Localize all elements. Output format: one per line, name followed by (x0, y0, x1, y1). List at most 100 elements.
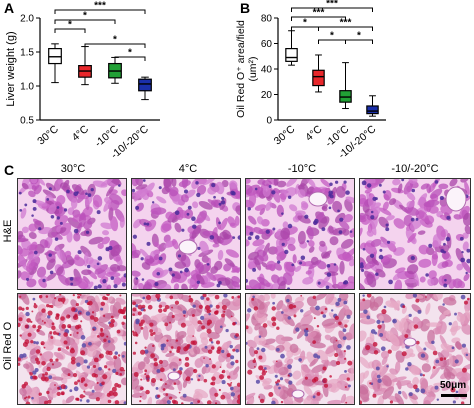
lipid-droplet (47, 310, 53, 316)
lipid-droplet (57, 347, 62, 352)
lipid-droplet (230, 381, 233, 384)
tissue-cell (32, 218, 41, 226)
tissue-cell (46, 361, 62, 369)
lipid-droplet (79, 394, 84, 399)
lipid-droplet (169, 295, 174, 300)
lipid-droplet (33, 304, 38, 309)
tissue-cell (229, 180, 238, 189)
lipid-droplet (413, 384, 418, 390)
tissue-cell (172, 238, 179, 250)
lipid-droplet (44, 400, 49, 404)
tissue-cell (254, 244, 265, 254)
tissue-nucleus (200, 295, 205, 300)
tissue-cell (46, 258, 56, 271)
tissue-cell (456, 371, 470, 382)
tissue-cell (441, 381, 456, 391)
lipid-droplet (132, 330, 135, 333)
significance-label: * (113, 35, 117, 46)
tissue-cell (80, 245, 92, 258)
lipid-droplet (177, 346, 181, 351)
tissue-nucleus (102, 279, 107, 284)
lipid-droplet (144, 346, 147, 349)
lipid-droplet (251, 297, 255, 301)
lipid-droplet (119, 366, 125, 372)
lipid-droplet (377, 324, 382, 329)
tissue-nucleus (59, 221, 63, 225)
tissue-cell (225, 249, 239, 258)
lipid-droplet (231, 296, 235, 299)
lipid-droplet (50, 336, 54, 340)
tissue-nucleus (333, 263, 337, 266)
lipid-droplet (111, 386, 117, 392)
tissue-cell (198, 200, 213, 210)
lipid-droplet (132, 307, 137, 312)
lipid-droplet (99, 332, 105, 337)
tissue-nucleus (182, 310, 187, 314)
lipid-droplet (102, 374, 108, 380)
lipid-droplet (322, 377, 328, 384)
tissue-cell (144, 182, 155, 194)
lipid-droplet (347, 360, 353, 366)
tissue-nucleus (142, 179, 146, 182)
tissue-nucleus (272, 227, 276, 231)
tissue-nucleus (93, 285, 98, 289)
tissue-nucleus (42, 278, 46, 283)
lipid-droplet (18, 357, 21, 362)
tissue-nucleus (277, 260, 281, 264)
y-axis-unit: (um²) (247, 56, 259, 81)
tissue-cell (360, 227, 363, 238)
tissue-cell (246, 313, 251, 323)
lipid-droplet (72, 294, 75, 297)
lipid-droplet (80, 350, 86, 356)
tissue-nucleus (338, 230, 343, 235)
lipid-droplet (204, 305, 211, 311)
lipid-droplet (66, 346, 70, 350)
tissue-nucleus (198, 374, 201, 378)
tissue-cell (19, 387, 27, 396)
tissue-cell (394, 279, 403, 289)
y-tick-label: 80 (261, 14, 273, 25)
tissue-nucleus (76, 362, 81, 367)
tissue-cell (394, 393, 405, 404)
tissue-nucleus (299, 261, 303, 265)
column-header-4c: 4°C (178, 163, 198, 175)
lipid-droplet (49, 331, 53, 335)
tissue-cell (246, 179, 251, 184)
tissue-nucleus (209, 235, 215, 240)
tissue-nucleus (271, 190, 276, 195)
y-tick-label: 1.5 (20, 48, 34, 59)
tissue-nucleus (445, 236, 451, 242)
tissue-cell (308, 239, 315, 247)
tissue-nucleus (255, 379, 260, 384)
tissue-nucleus (337, 343, 342, 349)
tissue-nucleus (218, 280, 222, 285)
tissue-cell (167, 311, 174, 324)
lipid-droplet (44, 371, 48, 376)
y-tick-label: 1.0 (20, 82, 34, 93)
lipid-droplet (137, 311, 142, 316)
tissue-cell (31, 185, 37, 192)
lipid-droplet (101, 381, 105, 386)
tissue-cell (397, 183, 403, 194)
lipid-droplet (74, 313, 78, 317)
lipid-droplet (116, 329, 121, 334)
lipid-droplet (214, 392, 219, 397)
tissue-cell (115, 297, 126, 305)
lipid-droplet (166, 339, 169, 342)
lipid-droplet (91, 311, 95, 314)
lipid-droplet (18, 322, 21, 328)
tissue-cell (404, 278, 417, 284)
tissue-cell (113, 356, 122, 371)
blood-vessel (445, 186, 467, 212)
lipid-droplet (37, 325, 42, 330)
tissue-cell (158, 336, 168, 348)
tissue-cell (218, 352, 227, 363)
tissue-nucleus (25, 311, 30, 317)
tissue-cell (441, 261, 449, 268)
tissue-cell (448, 353, 453, 368)
tissue-nucleus (144, 349, 149, 354)
lipid-droplet (46, 366, 51, 372)
tissue-nucleus (461, 343, 467, 348)
lipid-droplet (133, 372, 139, 377)
tissue-cell (119, 217, 125, 228)
